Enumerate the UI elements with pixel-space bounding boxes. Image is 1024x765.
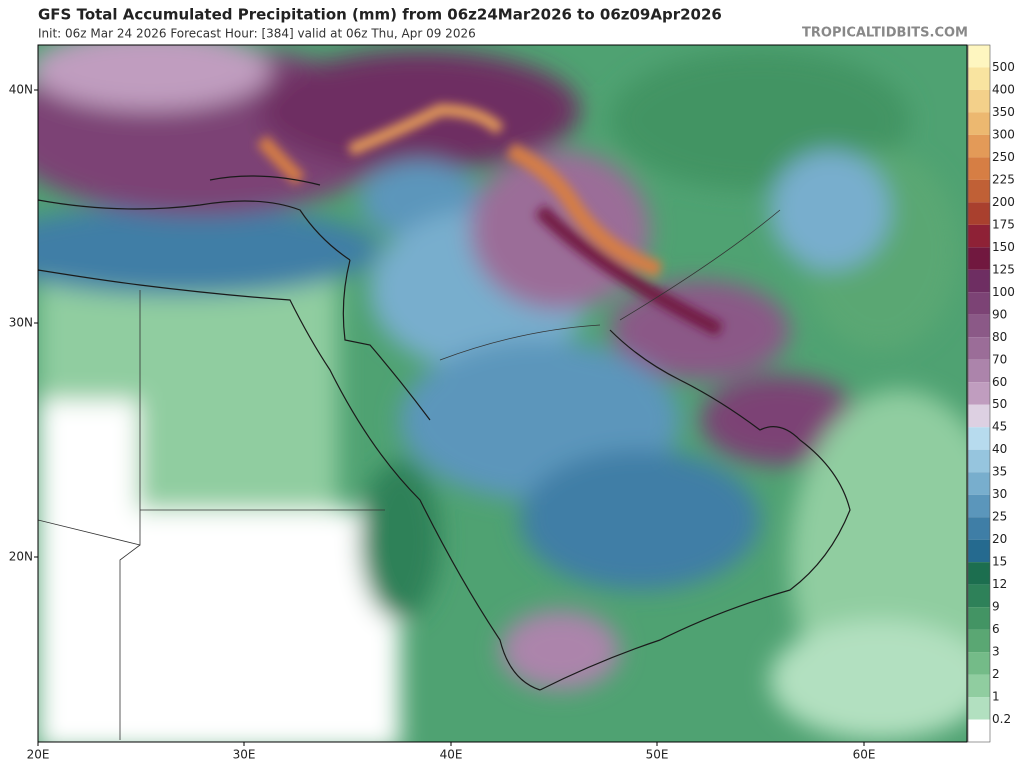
- color-swatch: [968, 45, 990, 68]
- colorbar-label: 30: [992, 487, 1007, 501]
- colorbar-label: 2: [992, 667, 1000, 681]
- colorbar-label: 12: [992, 577, 1007, 591]
- color-swatch: [968, 292, 990, 315]
- color-swatch: [968, 112, 990, 135]
- colorbar-label: 25: [992, 510, 1007, 524]
- lon-label: 60E: [853, 748, 876, 762]
- color-swatch: [968, 67, 990, 90]
- color-swatch: [968, 719, 990, 742]
- colorbar-label: 35: [992, 465, 1007, 479]
- color-swatch: [968, 517, 990, 540]
- colorbar-frame: [967, 44, 991, 743]
- lon-label: 40E: [440, 748, 463, 762]
- color-swatch: [968, 449, 990, 473]
- color-swatch: [968, 382, 990, 405]
- colorbar-label: 225: [992, 172, 1015, 186]
- colorbar-label: 9: [992, 600, 1000, 614]
- colorbar-label: 150: [992, 240, 1015, 254]
- axis-labels: 40N 30N 20N 20E 30E 40E 50E 60E: [9, 83, 876, 762]
- color-swatch: [968, 494, 990, 518]
- color-swatch: [968, 652, 990, 675]
- colorbar-label: 60: [992, 375, 1007, 389]
- color-swatch: [968, 202, 990, 225]
- colorbar-label: 300: [992, 127, 1015, 141]
- colorbar-label: 350: [992, 105, 1015, 119]
- watermark: TROPICALTIDBITS.COM: [802, 26, 968, 41]
- precip-field: [38, 45, 967, 742]
- colorbar-label: 90: [992, 307, 1007, 321]
- color-swatch: [968, 697, 990, 720]
- color-swatch: [968, 607, 990, 630]
- subtitle: Init: 06z Mar 24 2026 Forecast Hour: [38…: [38, 27, 476, 41]
- colorbar-label: 50: [992, 397, 1007, 411]
- colorbar-label: 100: [992, 285, 1015, 299]
- colorbar-label: 70: [992, 352, 1007, 366]
- colorbar-label: 1: [992, 690, 1000, 704]
- color-swatch: [968, 359, 990, 383]
- color-swatch: [968, 269, 990, 293]
- colorbar-label: 45: [992, 420, 1007, 434]
- color-swatch: [968, 472, 990, 495]
- colorbar-label: 15: [992, 555, 1007, 569]
- colorbar-label: 200: [992, 195, 1015, 209]
- lat-label: 20N: [9, 550, 33, 564]
- color-swatch: [968, 179, 990, 203]
- color-swatch: [968, 337, 990, 360]
- colorbar-label: 250: [992, 150, 1015, 164]
- lon-label: 30E: [233, 748, 256, 762]
- lon-label: 50E: [646, 748, 669, 762]
- title: GFS Total Accumulated Precipitation (mm)…: [38, 6, 722, 24]
- colorbar-label: 40: [992, 442, 1007, 456]
- color-swatch: [968, 562, 990, 585]
- lon-label: 20E: [27, 748, 50, 762]
- map-frame: [37, 44, 968, 743]
- colorbar-label: 400: [992, 82, 1015, 96]
- color-swatch: [968, 134, 990, 158]
- color-swatch: [968, 427, 990, 450]
- color-swatch: [968, 247, 990, 270]
- colorbar-label: 500: [992, 60, 1015, 74]
- colorbar-label: 6: [992, 622, 1000, 636]
- color-swatch: [968, 157, 990, 180]
- color-swatch: [968, 584, 990, 608]
- color-swatch: [968, 89, 990, 113]
- color-swatch: [968, 314, 990, 338]
- colorbar-label: 80: [992, 330, 1007, 344]
- color-swatch: [968, 224, 990, 248]
- colorbar-label: 175: [992, 217, 1015, 231]
- color-swatch: [968, 404, 990, 428]
- colorbar-label: 3: [992, 645, 1000, 659]
- colorbar: 5004003503002502252001751501251009080706…: [967, 44, 1015, 743]
- color-swatch: [968, 674, 990, 698]
- lat-label: 40N: [9, 83, 33, 97]
- color-swatch: [968, 539, 990, 563]
- lat-label: 30N: [9, 316, 33, 330]
- colorbar-label: 20: [992, 532, 1007, 546]
- colorbar-label: 0.2: [992, 712, 1011, 726]
- colorbar-label: 125: [992, 262, 1015, 276]
- color-swatch: [968, 629, 990, 653]
